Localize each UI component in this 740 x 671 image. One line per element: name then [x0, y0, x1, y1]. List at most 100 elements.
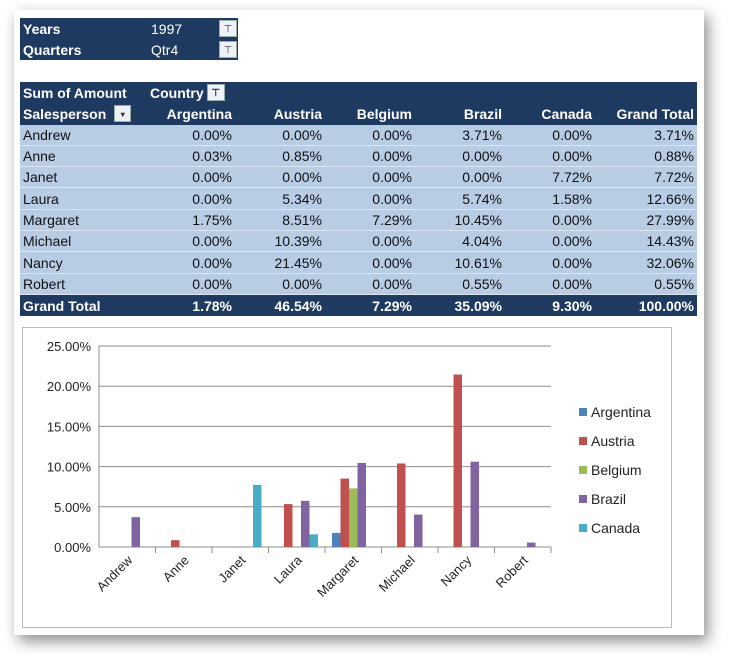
y-tick-label: 25.00% — [47, 339, 92, 354]
row-label: Nancy — [23, 254, 63, 271]
x-tick-label: Anne — [160, 553, 192, 585]
cell-value: 0.00% — [552, 233, 592, 250]
chart-svg: 0.00% 5.00% 10.00% 15.00% 20.00% 25.00% Andrew… — [47, 339, 651, 600]
grand-total-row: Grand Total 1.78% 46.54% 7.29% 35.09% 9.30% 10… — [20, 294, 697, 317]
cell-value: 0.00% — [552, 126, 592, 143]
cell-value: 0.00% — [552, 275, 592, 292]
y-tick-label: 10.00% — [47, 460, 92, 475]
cell-value: 1.75% — [192, 211, 232, 228]
cell-value: 0.00% — [552, 254, 592, 271]
column-header: Grand Total — [616, 105, 694, 122]
table-row: Anne 0.03% 0.85% 0.00% 0.00% 0.00% 0.88% — [20, 145, 697, 168]
cell-value: 5.74% — [462, 190, 502, 207]
cell-value: 7.72% — [552, 169, 592, 186]
bar-brazil-andrew[interactable] — [131, 517, 141, 547]
cell-value: 0.85% — [282, 148, 322, 165]
table-row: Janet 0.00% 0.00% 0.00% 0.00% 7.72% 7.72% — [20, 167, 697, 189]
cell-value: 46.54% — [274, 297, 322, 314]
bar-brazil-robert[interactable] — [527, 542, 536, 547]
pivot-chart[interactable]: 0.00% 5.00% 10.00% 15.00% 20.00% 25.00% Andrew… — [22, 327, 672, 628]
report-filters: Years 1997 ⊤ Quarters Qtr4 ⊤ — [20, 18, 238, 60]
cell-value: 0.00% — [372, 169, 412, 186]
x-tick-label: Nancy — [438, 552, 475, 589]
legend-swatch — [579, 408, 587, 416]
filter-value: 1997 — [151, 20, 183, 37]
bar-argentina-margaret[interactable] — [332, 532, 341, 547]
cell-value: 0.00% — [282, 169, 322, 186]
cell-value: 0.00% — [372, 275, 412, 292]
bar-austria-anne[interactable] — [171, 540, 180, 547]
y-tick-label: 20.00% — [47, 379, 92, 394]
dropdown-icon[interactable]: ▾ — [114, 105, 132, 123]
bar-belgium-margaret[interactable] — [349, 488, 358, 547]
cell-value: 0.03% — [192, 148, 232, 165]
bar-brazil-nancy[interactable] — [470, 461, 480, 547]
cell-value: 8.51% — [282, 211, 322, 228]
legend-label: Belgium — [591, 462, 642, 478]
table-row: Michael 0.00% 10.39% 0.00% 4.04% 0.00% 14.43% — [20, 231, 697, 253]
column-header: Belgium — [356, 105, 412, 122]
row-field-label: Salesperson — [23, 105, 107, 122]
cell-value: 10.39% — [274, 233, 322, 250]
table-row: Andrew 0.00% 0.00% 0.00% 3.71% 0.00% 3.71% — [20, 124, 697, 146]
row-label: Robert — [23, 275, 66, 292]
cell-value: 14.43% — [646, 233, 694, 250]
bar-austria-laura[interactable] — [284, 504, 293, 547]
column-header: Brazil — [463, 105, 502, 122]
filter-icon[interactable]: ⊤ — [219, 41, 237, 58]
x-tick-label: Michael — [376, 552, 418, 594]
cell-value: 0.00% — [372, 190, 412, 207]
filter-icon[interactable]: ⊤ — [206, 84, 225, 102]
column-field-label: Country — [150, 84, 204, 101]
column-header: Argentina — [166, 105, 232, 122]
y-tick-label: 15.00% — [47, 419, 92, 434]
filter-value: Qtr4 — [151, 41, 179, 58]
bar-brazil-laura[interactable] — [301, 500, 310, 547]
bar-canada-janet[interactable] — [253, 484, 262, 547]
row-label: Michael — [23, 233, 72, 250]
cell-value: 0.00% — [192, 275, 232, 292]
cell-value: 0.00% — [282, 275, 322, 292]
bar-austria-nancy[interactable] — [453, 374, 463, 547]
legend-swatch — [579, 466, 587, 474]
legend-label: Austria — [591, 433, 635, 449]
cell-value: 3.71% — [462, 126, 502, 143]
cell-value: 100.00% — [638, 297, 694, 314]
bar-canada-laura[interactable] — [309, 534, 319, 547]
x-tick-label: Laura — [271, 552, 306, 587]
table-row: Robert 0.00% 0.00% 0.00% 0.55% 0.00% 0.55% — [20, 273, 697, 295]
filter-icon[interactable]: ⊤ — [219, 20, 237, 37]
bar-austria-michael[interactable] — [397, 463, 406, 547]
cell-value: 0.00% — [552, 211, 592, 228]
row-field-header: Salesperson ▾ — [20, 105, 145, 123]
legend-label: Canada — [591, 520, 640, 536]
filter-label: Quarters — [23, 41, 82, 58]
y-tick-label: 5.00% — [54, 500, 91, 515]
filter-years: Years 1997 ⊤ — [20, 18, 238, 39]
y-tick-label: 0.00% — [54, 540, 91, 555]
cell-value: 27.99% — [646, 211, 694, 228]
bar-austria-margaret[interactable] — [340, 478, 350, 547]
table-row: Nancy 0.00% 21.45% 0.00% 10.61% 0.00% 32.06% — [20, 252, 697, 274]
table-row: Laura 0.00% 5.34% 0.00% 5.74% 1.58% 12.66% — [20, 188, 697, 210]
bar-brazil-michael[interactable] — [414, 514, 423, 547]
legend-swatch — [579, 495, 587, 503]
row-label: Anne — [23, 148, 56, 165]
cell-value: 9.30% — [552, 297, 592, 314]
cell-value: 1.78% — [192, 297, 232, 314]
column-header: Canada — [541, 105, 592, 122]
cell-value: 0.00% — [372, 148, 412, 165]
cell-value: 0.55% — [462, 275, 502, 292]
bar-brazil-margaret[interactable] — [357, 462, 367, 547]
cell-value: 10.61% — [454, 254, 502, 271]
cell-value: 1.58% — [552, 190, 592, 207]
legend-label: Argentina — [591, 404, 651, 420]
cell-value: 5.34% — [282, 190, 322, 207]
cell-value: 0.00% — [462, 169, 502, 186]
pivot-header-row-1: Sum of Amount Country ⊤ — [20, 82, 697, 104]
pivot-header-row-2: Salesperson ▾ Argentina Austria Belgium Braz… — [20, 103, 697, 125]
x-tick-label: Margaret — [314, 552, 362, 600]
legend-swatch — [579, 524, 587, 532]
cell-value: 10.45% — [454, 211, 502, 228]
cell-value: 0.00% — [192, 233, 232, 250]
